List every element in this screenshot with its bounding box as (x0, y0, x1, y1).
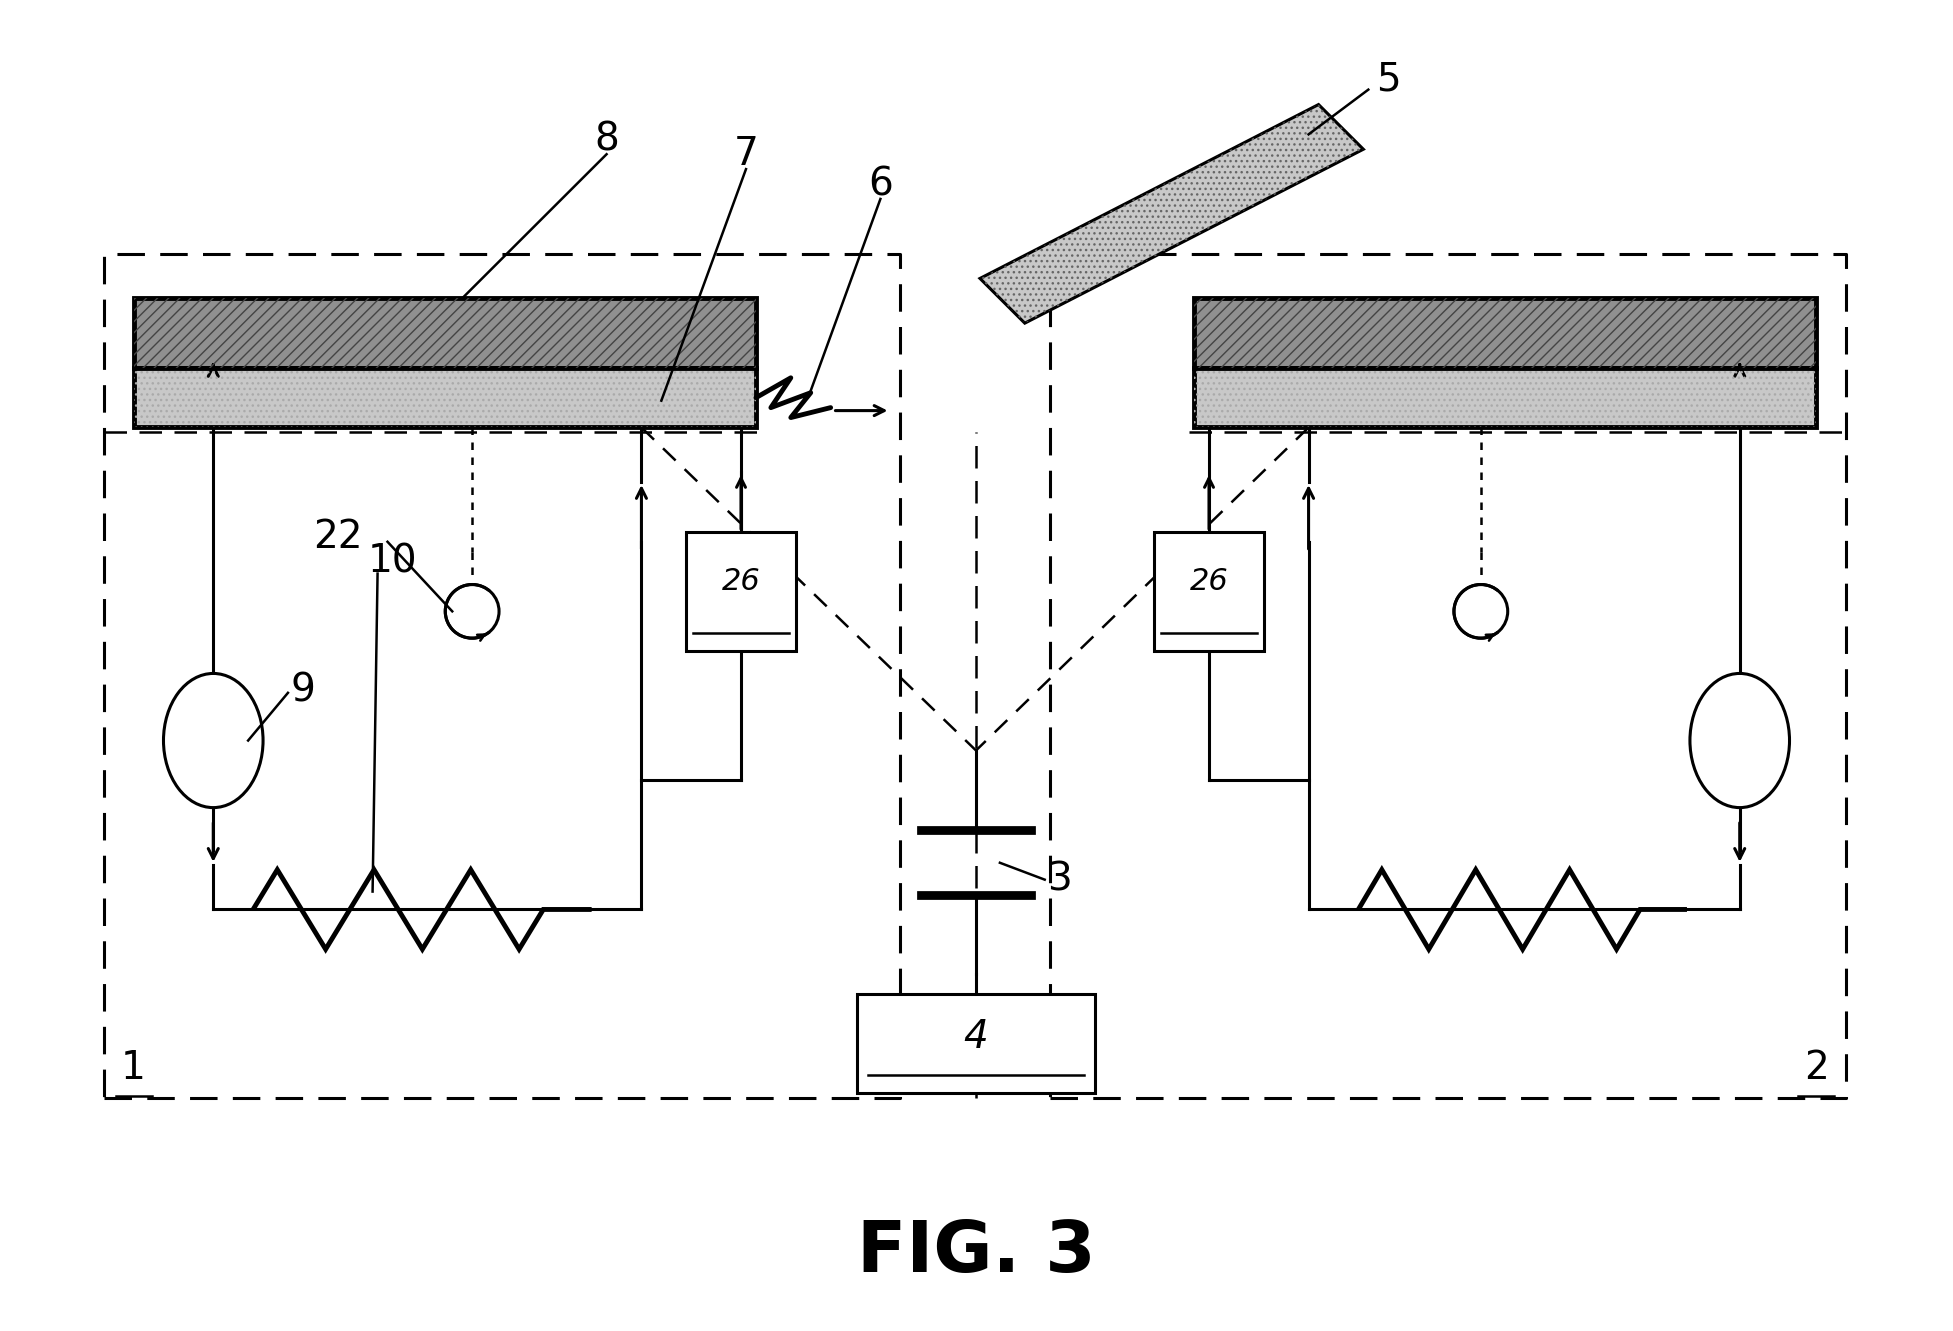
Text: 3: 3 (1047, 861, 1072, 898)
Bar (1193, 367, 1816, 427)
Bar (686, 532, 795, 651)
Text: 9: 9 (291, 672, 314, 709)
Text: FIG. 3: FIG. 3 (857, 1218, 1096, 1287)
Text: 22: 22 (312, 518, 363, 556)
Text: 7: 7 (734, 136, 758, 173)
Ellipse shape (164, 673, 264, 808)
Text: 1: 1 (121, 1049, 146, 1087)
Bar (133, 367, 756, 427)
Bar (133, 367, 756, 427)
Ellipse shape (1689, 673, 1789, 808)
Bar (1154, 532, 1264, 651)
Bar (1193, 298, 1816, 367)
Text: 26: 26 (723, 567, 760, 596)
Text: 26: 26 (1189, 567, 1228, 596)
Text: 6: 6 (867, 165, 893, 204)
Bar (1193, 367, 1816, 427)
Text: 4: 4 (963, 1018, 988, 1055)
Bar (133, 298, 756, 367)
Text: 8: 8 (594, 120, 619, 158)
Polygon shape (980, 105, 1363, 323)
Text: 10: 10 (367, 543, 418, 580)
Text: 2: 2 (1805, 1049, 1828, 1087)
Bar (1193, 298, 1816, 367)
Bar (857, 994, 1096, 1093)
Text: 5: 5 (1377, 61, 1400, 98)
Bar (133, 298, 756, 367)
